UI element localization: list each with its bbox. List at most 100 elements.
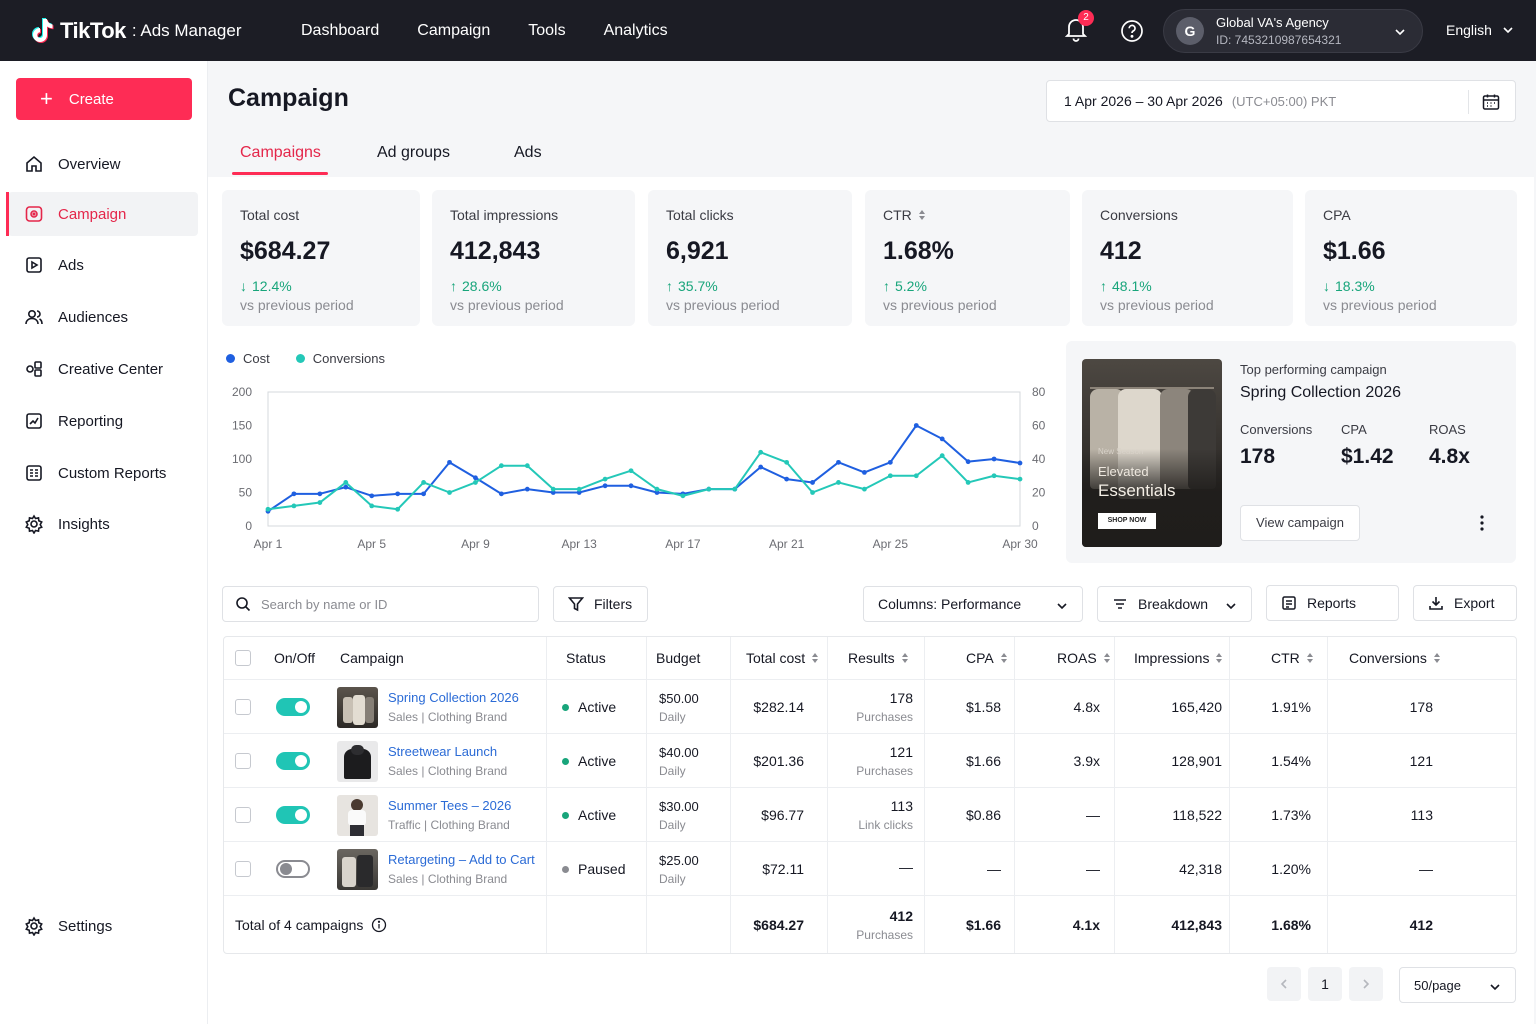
- topnav-tools[interactable]: Tools: [528, 21, 566, 39]
- page-size-dropdown[interactable]: 50/page: [1399, 967, 1516, 1003]
- row-checkbox[interactable]: [235, 788, 251, 842]
- campaign-name-link[interactable]: Summer Tees – 2026: [388, 798, 512, 813]
- column-divider: [546, 637, 547, 953]
- sidebar-item-ads[interactable]: Ads: [8, 243, 198, 287]
- sidebar-item-audiences[interactable]: Audiences: [8, 295, 198, 339]
- topnav-dashboard[interactable]: Dashboard: [301, 21, 380, 39]
- toggle-switch[interactable]: [276, 806, 310, 824]
- column-divider: [646, 637, 647, 953]
- info-icon[interactable]: [371, 917, 387, 933]
- top-bar: TikTok : Ads Manager Dashboard Campaign …: [0, 0, 1536, 61]
- data-point-cost: [810, 480, 815, 485]
- select-all-checkbox[interactable]: [235, 637, 251, 679]
- sidebar-item-overview[interactable]: Overview: [8, 142, 198, 186]
- kpi-change: ↑ 5.2%: [883, 278, 1052, 294]
- create-button[interactable]: + Create: [16, 78, 192, 120]
- campaign-thumbnail: [337, 788, 378, 842]
- header-roas[interactable]: ROAS: [1057, 637, 1111, 679]
- topnav-campaign[interactable]: Campaign: [417, 21, 491, 39]
- account-switcher[interactable]: G Global VA's Agency ID: 745321098765432…: [1163, 9, 1423, 53]
- sidebar-item-campaign[interactable]: Campaign: [6, 192, 198, 236]
- checkbox[interactable]: [235, 807, 251, 823]
- help-button[interactable]: [1120, 19, 1144, 43]
- sidebar-item-reporting[interactable]: Reporting: [8, 399, 198, 443]
- columns-dropdown[interactable]: Columns: Performance: [863, 586, 1083, 622]
- reports-button[interactable]: Reports: [1266, 585, 1399, 621]
- header-label: ROAS: [1057, 650, 1097, 666]
- onoff-toggle[interactable]: [276, 734, 310, 788]
- language-selector[interactable]: English: [1446, 22, 1514, 38]
- topnav-analytics[interactable]: Analytics: [603, 21, 668, 39]
- kpi-note: vs previous period: [883, 297, 997, 313]
- row-checkbox[interactable]: [235, 734, 251, 788]
- brand[interactable]: TikTok : Ads Manager: [28, 17, 274, 45]
- sidebar-item-custom-reports[interactable]: Custom Reports: [8, 451, 198, 495]
- search-box: [222, 586, 539, 622]
- next-page-button[interactable]: [1349, 967, 1383, 1001]
- campaign-name-link[interactable]: Spring Collection 2026: [388, 690, 519, 705]
- campaign-name-link[interactable]: Retargeting – Add to Cart: [388, 852, 535, 867]
- view-campaign-button[interactable]: View campaign: [1240, 505, 1360, 541]
- tab-ads[interactable]: Ads: [514, 144, 542, 161]
- checkbox[interactable]: [235, 861, 251, 877]
- report-icon: [1282, 596, 1296, 610]
- notifications-button[interactable]: 2: [1064, 10, 1094, 44]
- onoff-toggle[interactable]: [276, 680, 310, 734]
- results-type: Purchases: [856, 928, 913, 942]
- filters-button[interactable]: Filters: [553, 586, 648, 622]
- tab-ad-groups[interactable]: Ad groups: [377, 144, 450, 161]
- campaign-info: Spring Collection 2026 Sales | Clothing B…: [388, 680, 519, 734]
- results-cell: —: [827, 842, 913, 896]
- data-point-conversions: [498, 463, 504, 469]
- tab-campaigns[interactable]: Campaigns: [240, 144, 321, 161]
- toggle-switch[interactable]: [276, 860, 310, 878]
- kpi-card-total-clicks: Total clicks 6,921 ↑ 35.7% vs previous pe…: [648, 190, 852, 326]
- header-impressions[interactable]: Impressions: [1134, 637, 1223, 679]
- row-checkbox[interactable]: [235, 680, 251, 734]
- legend-item-cost[interactable]: Cost: [226, 351, 270, 366]
- search-input[interactable]: [261, 596, 521, 612]
- sidebar-item-settings[interactable]: Settings: [8, 904, 198, 948]
- header-ctr[interactable]: CTR: [1271, 637, 1314, 679]
- page-number-button[interactable]: 1: [1308, 967, 1342, 1001]
- header-total-cost[interactable]: Total cost: [746, 637, 819, 679]
- cpa-cell: —: [987, 861, 1001, 877]
- header-status: Status: [566, 650, 606, 666]
- sort-icon[interactable]: [918, 209, 926, 221]
- chevron-right-icon: [1363, 979, 1370, 989]
- campaign-tabs: Campaigns Ad groups Ads: [208, 136, 1536, 178]
- onoff-toggle[interactable]: [276, 842, 310, 896]
- column-divider: [1327, 637, 1328, 953]
- y-right-tick-label: 0: [1032, 519, 1039, 533]
- row-checkbox[interactable]: [235, 842, 251, 896]
- checkbox[interactable]: [235, 699, 251, 715]
- onoff-toggle[interactable]: [276, 788, 310, 842]
- help-icon: [1121, 20, 1143, 42]
- impressions-cell: 118,522: [1172, 807, 1222, 823]
- checkbox[interactable]: [235, 753, 251, 769]
- toggle-switch[interactable]: [276, 752, 310, 770]
- sidebar-item-label: Creative Center: [58, 360, 164, 378]
- breakdown-dropdown[interactable]: Breakdown: [1097, 586, 1252, 622]
- x-tick-label: Apr 25: [873, 537, 909, 551]
- results-type: Link clicks: [858, 818, 913, 832]
- campaign-thumbnail: [337, 680, 378, 734]
- toggle-switch[interactable]: [276, 698, 310, 716]
- y-right-tick-label: 40: [1032, 452, 1046, 466]
- header-results[interactable]: Results: [848, 637, 909, 679]
- header-conversions[interactable]: Conversions: [1349, 637, 1441, 679]
- legend-label: Cost: [243, 351, 270, 366]
- kpi-note: vs previous period: [450, 297, 564, 313]
- more-vertical-icon[interactable]: [1476, 513, 1488, 533]
- header-cpa[interactable]: CPA: [966, 637, 1008, 679]
- prev-page-button[interactable]: [1267, 967, 1301, 1001]
- legend-item-conversions[interactable]: Conversions: [295, 351, 385, 366]
- sidebar-item-creative-center[interactable]: Creative Center: [8, 347, 198, 391]
- campaign-name-link[interactable]: Streetwear Launch: [388, 744, 498, 759]
- export-button[interactable]: Export: [1413, 585, 1517, 621]
- date-range-picker[interactable]: 1 Apr 2026 – 30 Apr 2026 (UTC+05:00) PKT: [1046, 80, 1516, 122]
- checkbox[interactable]: [235, 650, 251, 666]
- sidebar-item-insights[interactable]: Insights: [8, 502, 198, 546]
- sort-icon: [1216, 653, 1223, 663]
- budget-cell: $40.00 Daily: [659, 734, 699, 788]
